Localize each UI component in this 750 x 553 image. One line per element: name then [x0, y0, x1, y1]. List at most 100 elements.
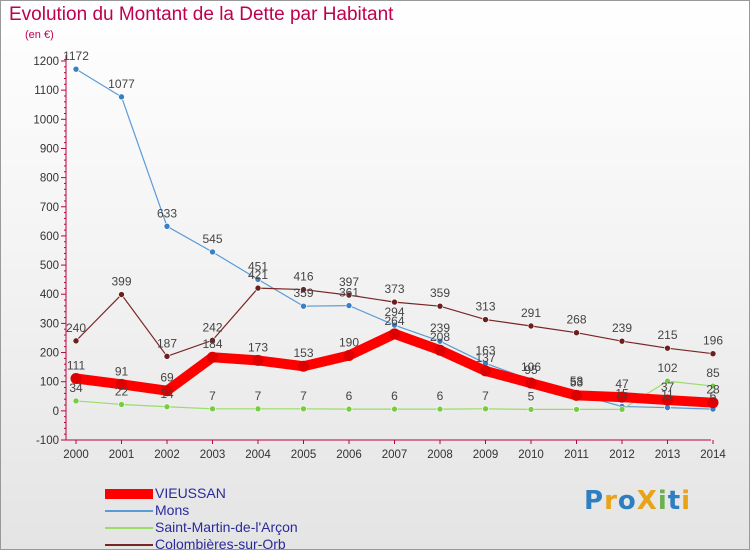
data-label: 22	[115, 384, 129, 398]
proxiti-logo: ProXiti	[584, 486, 691, 516]
data-label: 239	[430, 321, 450, 335]
x-tick-label: 2008	[427, 449, 453, 461]
legend-label: Colombières-sur-Orb	[155, 536, 286, 552]
y-tick-label: 800	[40, 173, 59, 185]
x-tick-label: 2006	[336, 449, 362, 461]
data-label: 313	[475, 300, 495, 314]
legend-swatch	[105, 544, 153, 546]
legend-item: Saint-Martin-de-l'Arçon	[105, 519, 365, 536]
legend-label: Mons	[155, 502, 190, 518]
data-label: 294	[384, 305, 404, 319]
legend-swatch	[105, 489, 153, 499]
data-label: 421	[248, 268, 268, 282]
data-label: 53	[570, 375, 584, 389]
logo-letter: P	[584, 486, 605, 516]
x-tick-label: 2002	[154, 449, 180, 461]
data-label: 545	[202, 232, 222, 246]
y-tick-label: 1200	[33, 56, 59, 68]
data-label: 397	[339, 275, 359, 289]
y-tick-label: 1100	[34, 85, 59, 97]
data-label: 85	[706, 366, 720, 380]
x-tick-label: 2011	[564, 449, 589, 461]
data-point	[345, 405, 353, 413]
data-label: 153	[293, 346, 313, 360]
logo-letter: X	[636, 486, 658, 516]
data-label: 111	[67, 358, 86, 372]
data-point	[116, 378, 127, 390]
data-point	[709, 350, 717, 358]
legend-item: Colombières-sur-Orb	[105, 536, 365, 553]
data-point	[482, 316, 489, 323]
legend-swatch	[105, 510, 153, 512]
data-point	[664, 344, 671, 352]
data-point	[72, 337, 80, 345]
data-label: 7	[255, 389, 262, 403]
data-label: 163	[475, 343, 495, 357]
data-label: 1077	[108, 77, 135, 91]
data-point	[527, 322, 535, 330]
series-colombi-res-sur-orb	[72, 284, 717, 360]
data-point	[391, 405, 398, 413]
data-label: 7	[209, 389, 216, 403]
y-tick-label: 600	[40, 231, 59, 243]
y-tick-label: 200	[40, 348, 59, 360]
data-label: 173	[248, 340, 268, 354]
data-label: 633	[157, 206, 177, 220]
data-point	[573, 406, 580, 413]
logo-letter: r	[604, 486, 618, 516]
data-point	[207, 351, 218, 363]
data-label: 11	[661, 388, 674, 402]
x-tick-label: 2014	[700, 449, 726, 461]
data-label: 239	[612, 321, 632, 335]
data-label: 361	[339, 286, 359, 300]
data-point	[662, 394, 673, 406]
x-tick-label: 2003	[200, 449, 226, 461]
data-label: 196	[703, 334, 723, 348]
data-point	[163, 353, 171, 360]
series-saint-martin-de-l-ar-on	[72, 377, 717, 413]
data-point	[571, 389, 582, 401]
x-tick-label: 2001	[109, 449, 135, 461]
logo-letter: i	[657, 486, 668, 516]
data-point	[391, 298, 398, 306]
y-axis-unit-label: (en €)	[25, 29, 54, 41]
data-label: 37	[661, 380, 675, 394]
series-line	[75, 68, 714, 410]
x-tick-label: 2005	[291, 449, 317, 461]
data-point	[72, 65, 80, 73]
data-label: 1172	[63, 49, 89, 63]
data-point	[209, 336, 216, 344]
series-vieussan	[70, 328, 719, 409]
chart-axes: -100 0 100 200 300 400 500 600 700 800 900 1000 1100…	[33, 55, 726, 461]
chart-data-labels: 1172 1077 633 545 451 359 361 294 239 163 106 58 15 1…	[63, 49, 723, 403]
data-label: 208	[430, 330, 450, 344]
data-point	[345, 302, 353, 309]
logo-letter: i	[681, 486, 692, 516]
data-label: 291	[521, 306, 541, 320]
data-label: 6	[346, 389, 353, 403]
data-label: 6	[710, 389, 717, 403]
data-label: 15	[615, 386, 629, 400]
y-tick-label: 0	[53, 406, 59, 418]
legend-label: VIEUSSAN	[155, 485, 226, 501]
data-point	[163, 403, 171, 411]
legend-item: Mons	[105, 502, 365, 519]
data-label: 91	[115, 364, 129, 378]
data-label: 6	[391, 389, 398, 403]
data-point	[254, 284, 262, 292]
data-point	[298, 360, 309, 372]
x-tick-label: 2007	[382, 449, 408, 461]
data-label: 6	[437, 389, 444, 403]
data-point	[343, 349, 355, 361]
data-point	[436, 405, 444, 413]
data-label: 14	[160, 387, 174, 401]
data-point	[573, 329, 580, 337]
data-point	[525, 377, 537, 389]
data-point	[209, 405, 216, 413]
series-mons	[72, 65, 717, 413]
data-point	[480, 365, 491, 377]
data-label: 5	[528, 389, 535, 403]
data-point	[254, 405, 262, 413]
data-point	[209, 248, 216, 256]
